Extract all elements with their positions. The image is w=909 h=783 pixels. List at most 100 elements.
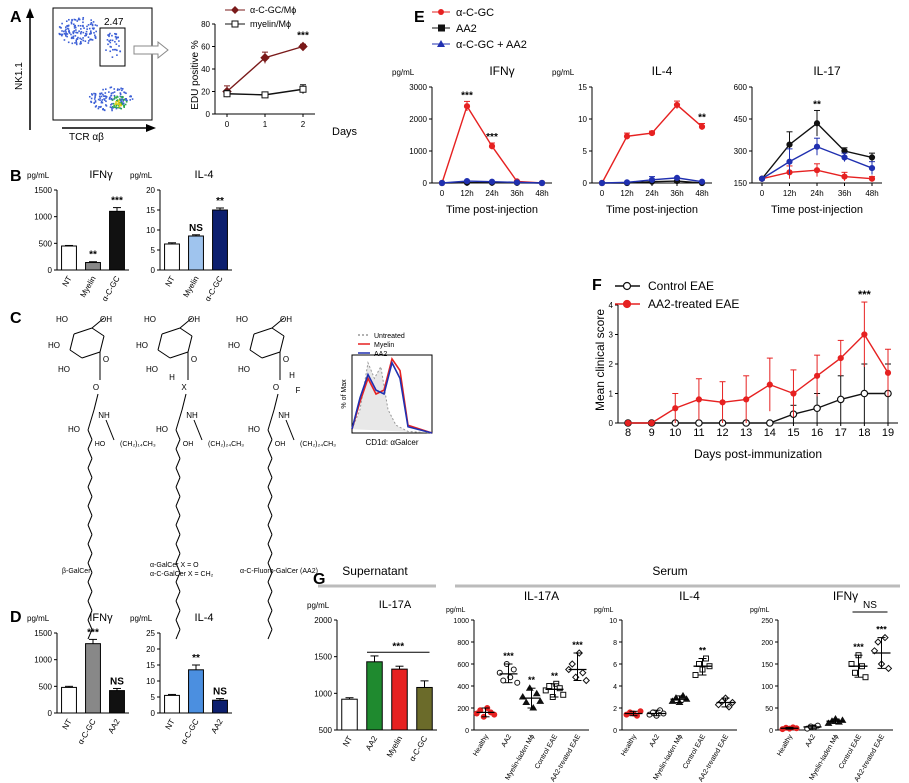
flow-dot [111, 102, 113, 105]
significance-label: ** [698, 112, 706, 123]
data-point [261, 91, 269, 99]
flow-dot [70, 22, 73, 25]
bond [175, 534, 181, 545]
flow-dot [108, 35, 110, 38]
x-tick-label: α-C-GC [179, 717, 201, 746]
bond [81, 351, 101, 359]
bond [285, 419, 295, 441]
chart-title: IL-17A [379, 599, 412, 611]
x-tick-label: 12h [620, 189, 633, 198]
x-tick-label: 0 [760, 189, 765, 198]
flow-dot [103, 95, 105, 98]
flow-dot [67, 41, 70, 44]
flow-dot [79, 41, 82, 44]
chart-b-il4: 0 5 10 15 20 IL-4 pg/mL NT Myelin NS α-C-GC ** [130, 169, 232, 303]
flow-dot [115, 38, 118, 40]
flow-dot [107, 34, 109, 36]
x-tick-label: 48h [695, 189, 708, 198]
flow-dot [71, 18, 73, 21]
data-point [786, 158, 793, 165]
flow-dot [79, 43, 81, 45]
flow-dot [82, 16, 85, 19]
legend-label: AA2 [374, 351, 387, 358]
flow-dot [94, 100, 97, 102]
flow-cytometry-plot: NK1.1 TCR αβ 2.47 [14, 7, 169, 143]
flow-dot [112, 92, 114, 94]
flow-dot [117, 103, 120, 105]
flow-dot [99, 106, 102, 108]
bar [109, 210, 125, 271]
flow-dot [94, 94, 97, 97]
flow-dot [113, 48, 116, 51]
y-tick-label: 0 [465, 728, 469, 735]
bond [267, 467, 273, 478]
significance-label: ** [192, 653, 200, 664]
significance-label: ** [551, 671, 559, 681]
atom-label: HO [136, 341, 148, 350]
data-point [463, 177, 471, 185]
bond [87, 458, 93, 469]
flow-dot [82, 37, 84, 39]
bond [267, 448, 273, 459]
flow-dot [115, 104, 118, 107]
x-tick-label: Healthy [472, 733, 490, 757]
flow-dot [60, 33, 62, 36]
legend-marker [438, 9, 444, 15]
bond [91, 327, 105, 337]
x-tick-label: 18 [858, 427, 870, 439]
bond [267, 543, 273, 554]
y-tick-label: 5 [583, 147, 588, 156]
flow-dot [92, 21, 95, 23]
unit-label: pg/mL [27, 171, 50, 180]
bond [87, 477, 93, 488]
flow-dot [85, 30, 88, 33]
x-tick-label: 0 [225, 120, 230, 129]
y-tick-label: 5 [151, 246, 156, 255]
flow-dot [108, 98, 111, 100]
flow-dot [100, 92, 103, 94]
flow-dot [130, 95, 132, 98]
atom-label: OH [280, 315, 292, 324]
atom-label: NH [278, 411, 290, 420]
data-point [758, 175, 766, 182]
data-point [813, 404, 821, 413]
x-tick-label: Myelin [181, 275, 200, 300]
bond [175, 458, 181, 469]
bar [109, 690, 125, 714]
data-point [698, 123, 706, 130]
data-point [299, 85, 307, 93]
y-tick-label: 4 [613, 684, 617, 691]
flow-dot [110, 97, 113, 100]
data-point [223, 90, 231, 98]
significance-label: NS [110, 676, 124, 687]
y-tick-label: 0 [48, 266, 53, 275]
y-tick-label: 50 [765, 706, 773, 713]
flow-dot [113, 88, 116, 90]
chart-d-il4: 0 5 10 15 20 25 IL-4 pg/mL NT α-C-GC ** AA2 NS [130, 612, 232, 746]
bar [61, 245, 77, 271]
bond [175, 496, 181, 507]
data-point [668, 697, 677, 704]
bond [87, 562, 93, 573]
y-tick-label: 20 [201, 88, 210, 97]
flow-dot [102, 108, 104, 111]
bond [175, 572, 181, 583]
flow-dot [113, 91, 116, 93]
x-tick-label: 9 [649, 427, 655, 439]
atom-label: HO [95, 441, 106, 448]
y-tick-label: 8 [613, 640, 617, 647]
x-tick-label: 48h [865, 189, 878, 198]
flow-dot [76, 32, 78, 34]
atom-label: (CH₂)₂₄CH₃ [208, 441, 244, 448]
flow-ylabel: NK1.1 [14, 62, 25, 90]
flow-dot [120, 87, 122, 90]
flow-dot [109, 41, 112, 44]
flow-dot [94, 37, 97, 40]
legend-marker [622, 299, 632, 309]
atom-label: HO [248, 425, 260, 434]
data-point [513, 179, 521, 186]
significance-label: *** [486, 132, 498, 143]
flow-dot [74, 24, 76, 27]
x-tick-label: 24h [485, 189, 498, 198]
x-tick-label: 11 [693, 427, 704, 439]
